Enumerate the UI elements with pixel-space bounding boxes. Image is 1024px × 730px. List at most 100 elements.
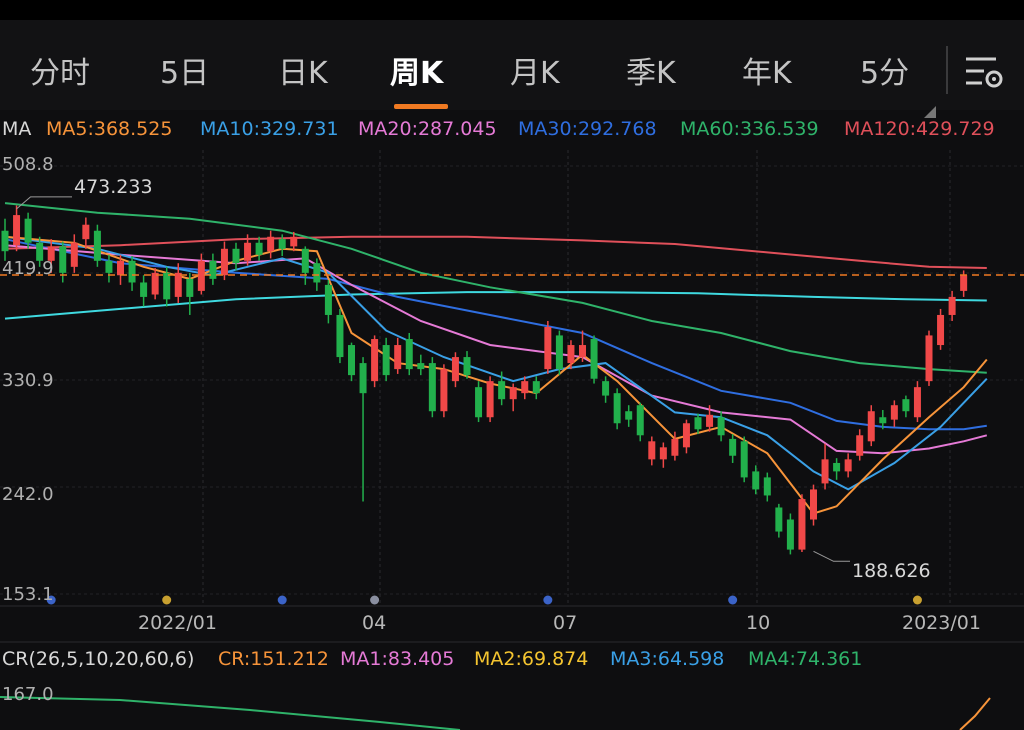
candle-body (290, 236, 298, 247)
x-tick-label: 07 (553, 612, 578, 634)
tab-daily-k[interactable]: 日K (278, 56, 328, 91)
tab-yearly-k[interactable]: 年K (742, 56, 792, 91)
candle-body (371, 339, 379, 382)
ma20-legend: MA20:287.045 (358, 118, 497, 140)
event-marker (912, 595, 922, 605)
ma120-legend: MA120:429.729 (844, 118, 995, 140)
cr-legend-label: CR(26,5,10,20,60,6) (2, 648, 195, 670)
candle-body (405, 339, 413, 370)
event-marker (277, 595, 287, 605)
low-annotation: 188.626 (852, 560, 931, 582)
tab-5min[interactable]: 5分 (860, 56, 910, 91)
ma10-legend: MA10:329.731 (200, 118, 339, 140)
candle-body (151, 272, 159, 295)
candle-body (105, 260, 113, 273)
candle-body (336, 314, 344, 358)
ma60-line (4, 202, 987, 374)
candle-body (278, 239, 286, 249)
candle-body (659, 447, 667, 460)
candle-body (82, 224, 90, 240)
candle-body (544, 326, 552, 370)
ma30-line (4, 238, 987, 431)
more-periods-indicator[interactable] (924, 106, 936, 118)
tab-weekly-k[interactable]: 周K (390, 56, 444, 91)
ma5-legend: MA5:368.525 (46, 118, 173, 140)
candle-body (186, 278, 194, 297)
event-marker (728, 595, 738, 605)
candle-body (706, 414, 714, 427)
candle-body (740, 441, 748, 478)
active-tab-indicator (394, 104, 448, 109)
tab-intraday[interactable]: 分时 (30, 56, 90, 91)
period-tab-bar: 分时 5日 日K 周K 月K 季K 年K 5分 (0, 20, 1024, 118)
ma-legend-label: MA (2, 118, 32, 140)
candle-body (579, 345, 586, 358)
candle-body (486, 381, 494, 418)
candle-body (232, 248, 240, 264)
long-ma-line (4, 291, 987, 320)
tab-5day[interactable]: 5日 (160, 56, 210, 91)
ma120-line (4, 235, 987, 269)
tab-divider (946, 46, 948, 94)
candle-body (197, 260, 205, 291)
candle-body (24, 218, 32, 243)
candle-body (117, 260, 124, 276)
candle-body (174, 272, 182, 297)
candle-body (417, 363, 425, 370)
chart-settings-icon[interactable] (962, 50, 1006, 94)
event-marker (370, 595, 380, 605)
candle-body (717, 417, 725, 436)
candle-body (359, 363, 367, 394)
candle-body (567, 345, 575, 364)
candle-body (810, 489, 817, 520)
candle-body (613, 393, 621, 424)
low-leader (813, 550, 850, 562)
candle-body (509, 387, 517, 400)
candle-body (532, 381, 540, 394)
candle-body (128, 260, 136, 283)
candle-body (948, 296, 956, 315)
event-marker (543, 595, 553, 605)
candle-body (521, 381, 529, 394)
high-annotation: 473.233 (74, 176, 153, 198)
candle-body (763, 477, 771, 496)
candle-body (960, 275, 968, 291)
candle-body (821, 459, 829, 484)
candle-body (463, 357, 471, 376)
candle-body (244, 242, 252, 261)
candle-body (913, 387, 921, 418)
candle-body (1, 230, 9, 252)
candle-body (255, 242, 263, 255)
candle-body (70, 242, 78, 267)
x-tick-label: 10 (746, 612, 771, 634)
candle-body (13, 215, 21, 246)
candle-body (267, 236, 275, 252)
candle-body (844, 459, 852, 472)
candle-body (313, 263, 321, 283)
candle-body (93, 230, 101, 261)
y-tick-label: 419.9 (2, 258, 54, 279)
tab-monthly-k[interactable]: 月K (510, 56, 560, 91)
candle-body (636, 405, 644, 436)
candle-body (36, 242, 44, 261)
candle-body (890, 405, 898, 420)
candle-body (925, 335, 933, 382)
tab-quarterly-k[interactable]: 季K (626, 56, 676, 91)
candle-body (902, 399, 910, 412)
candle-body (752, 471, 760, 490)
candle-body (301, 248, 309, 273)
candle-body (786, 519, 794, 550)
candle-body (163, 272, 171, 300)
candle-body (324, 284, 332, 315)
candle-body (382, 345, 390, 376)
candle-body (937, 314, 945, 346)
candle-body (602, 381, 610, 396)
candle-body (856, 435, 864, 456)
cr-ma1-legend: MA1:83.405 (340, 648, 455, 670)
candle-body (879, 417, 887, 424)
candle-body (729, 438, 737, 456)
candle-body (798, 499, 806, 550)
status-bar (0, 0, 1024, 20)
candle-body (440, 369, 448, 412)
